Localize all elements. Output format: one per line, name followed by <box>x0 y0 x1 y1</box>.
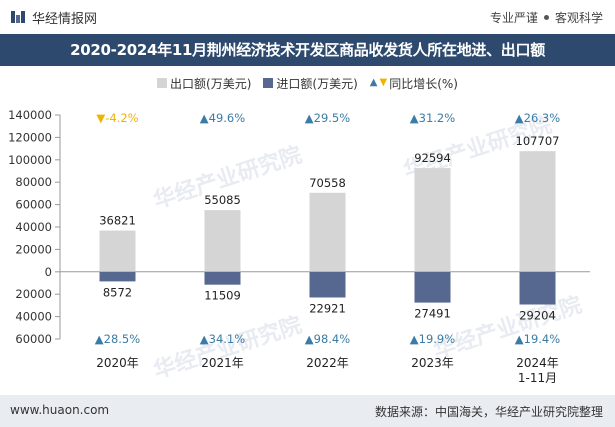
y-tick-label: 60000 <box>15 198 52 212</box>
export-bar <box>204 210 241 272</box>
export-value-label: 107707 <box>516 134 560 148</box>
export-bar <box>414 168 451 272</box>
export-growth-label: ▲29.5% <box>305 111 350 125</box>
x-category-label: 2021年 <box>201 356 244 370</box>
brand[interactable]: 华经情报网 <box>10 8 98 27</box>
legend-growth-label: 同比增长(%) <box>389 76 458 91</box>
triangle-down-icon: ▼ <box>379 77 388 88</box>
import-value-label: 27491 <box>414 307 451 321</box>
chart-title: 2020-2024年11月荆州经济技术开发区商品收发货人所在地进、出口额 <box>70 41 545 59</box>
legend-import[interactable]: 进口额(万美元) <box>263 75 358 92</box>
import-value-label: 22921 <box>309 301 346 315</box>
import-value-label: 8572 <box>103 285 132 299</box>
footer: www.huaon.com 数据来源：中国海关，华经产业研究院整理 <box>0 395 615 427</box>
y-tick-label: 100000 <box>8 153 52 167</box>
export-bar <box>309 192 346 272</box>
import-value-label: 11509 <box>204 289 241 303</box>
legend-export[interactable]: 出口额(万美元) <box>157 75 251 92</box>
y-tick-label: 40000 <box>15 310 52 324</box>
import-growth-label: ▲19.9% <box>410 332 455 346</box>
import-growth-label: ▲98.4% <box>305 332 350 346</box>
export-value-label: 92594 <box>414 151 451 165</box>
x-category-label: 2023年 <box>411 356 454 370</box>
title-bar: 2020-2024年11月荆州经济技术开发区商品收发货人所在地进、出口额 <box>0 34 615 66</box>
export-bar <box>99 230 136 272</box>
footer-website[interactable]: www.huaon.com <box>10 403 110 417</box>
import-value-label: 29204 <box>519 309 556 323</box>
y-tick-label: 20000 <box>15 287 52 301</box>
export-value-label: 36821 <box>99 214 136 228</box>
legend-import-label: 进口额(万美元) <box>276 76 358 91</box>
y-tick-label: 140000 <box>8 108 52 122</box>
y-tick-label: 60000 <box>15 332 52 346</box>
chart-legend: 出口额(万美元) 进口额(万美元) ▲ ▼ 同比增长(%) <box>0 72 615 94</box>
import-growth-label: ▲34.1% <box>200 332 245 346</box>
legend-export-swatch <box>157 78 168 88</box>
import-growth-label: ▲28.5% <box>95 332 140 346</box>
slogan: 专业严谨 客观科学 <box>490 9 603 26</box>
export-growth-label: ▲31.2% <box>410 111 455 125</box>
export-bar <box>519 151 556 272</box>
brand-logo-icon <box>11 11 25 23</box>
y-tick-label: 120000 <box>8 130 52 144</box>
x-category-label: 2020年 <box>96 356 139 370</box>
y-tick-label: 40000 <box>15 220 52 234</box>
import-bar <box>99 271 136 282</box>
x-category-label: 2024年 <box>516 356 559 370</box>
chart-plot: 140000 120000 100000 80000 60000 40000 20000 0 2… <box>8 108 590 385</box>
import-bar <box>414 271 451 303</box>
triangle-up-icon: ▲ <box>369 77 378 88</box>
x-category-label: 1-11月 <box>518 371 557 385</box>
top-bar: 华经情报网 专业严谨 客观科学 <box>0 0 615 34</box>
x-category-label: 2022年 <box>306 356 349 370</box>
y-tick-label: 0 <box>45 265 52 279</box>
slogan-tag-1: 专业严谨 <box>489 11 538 25</box>
footer-source: 数据来源：中国海关，华经产业研究院整理 <box>374 405 603 419</box>
dot-separator-icon <box>543 15 549 20</box>
export-value-label: 70558 <box>309 176 346 190</box>
y-tick-label: 20000 <box>15 242 52 256</box>
export-growth-label: ▲49.6% <box>200 111 245 125</box>
import-bar <box>204 271 241 285</box>
slogan-tag-2: 客观科学 <box>554 11 603 25</box>
export-growth-label: ▼-4.2% <box>96 111 138 125</box>
export-value-label: 55085 <box>204 193 241 207</box>
legend-growth[interactable]: ▲ ▼ 同比增长(%) <box>370 75 458 92</box>
y-tick-label: 80000 <box>15 175 52 189</box>
import-growth-label: ▲19.4% <box>515 332 560 346</box>
import-bar <box>309 271 346 298</box>
legend-import-swatch <box>263 78 274 88</box>
import-bar <box>519 271 556 305</box>
legend-export-label: 出口额(万美元) <box>170 76 252 91</box>
brand-name: 华经情报网 <box>32 11 98 27</box>
export-growth-label: ▲26.3% <box>515 111 560 125</box>
